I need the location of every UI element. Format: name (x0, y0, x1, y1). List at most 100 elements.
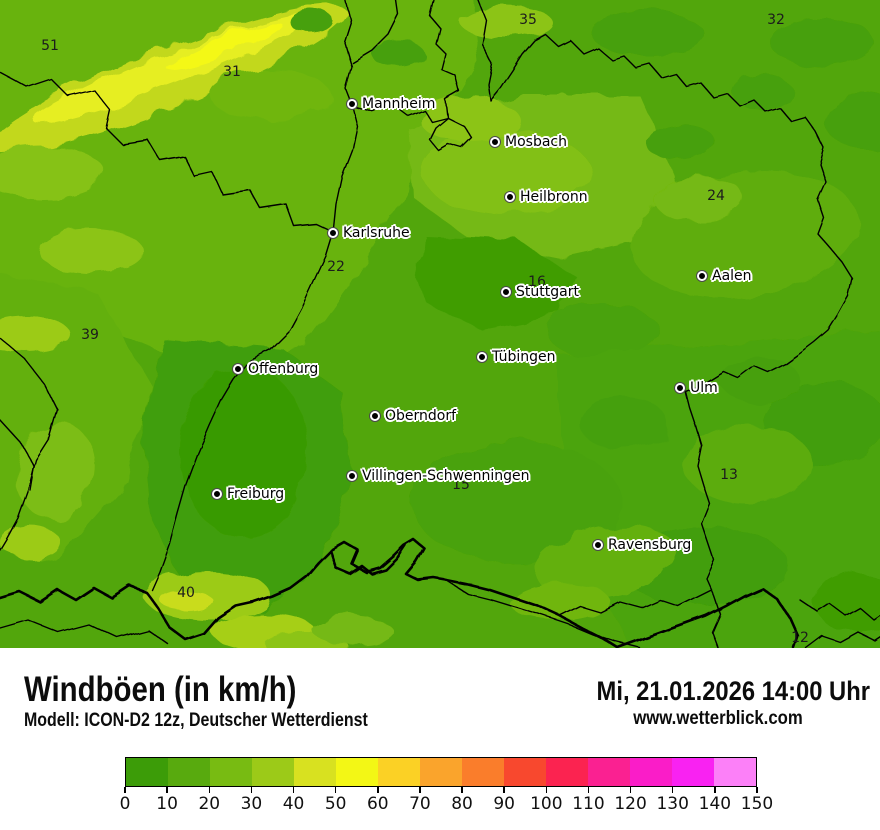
model-info: Modell: ICON-D2 12z, Deutscher Wetterdie… (24, 710, 368, 731)
legend-tick (377, 787, 379, 793)
legend-tick (587, 787, 590, 793)
legend-tick (292, 787, 295, 793)
legend-tick-label: 60 (366, 794, 389, 814)
legend-segment (714, 758, 756, 786)
city-label: Villingen-Schwenningen (362, 468, 530, 484)
city-dot (347, 471, 357, 481)
legend-segment (546, 758, 588, 786)
legend-tick (419, 787, 421, 793)
legend-tick (250, 787, 253, 793)
legend-tick (461, 787, 463, 793)
city-label: Stuttgart (516, 284, 579, 300)
legend-segment (168, 758, 210, 786)
map-overlay: 51 31 35 32 24 22 16 39 15 13 40 12 Mannheim Mosbach H… (41, 12, 809, 646)
city-dot (490, 137, 500, 147)
map-value-label: 16 (528, 274, 546, 290)
city-marker-freiburg: Freiburg (212, 486, 284, 502)
map-value-label: 22 (327, 259, 345, 275)
legend-tick-label: 40 (282, 794, 305, 814)
city-marker-mosbach: Mosbach (490, 134, 567, 150)
city-marker-t-bingen: Tübingen (477, 349, 556, 365)
legend-tick-label: 140 (698, 794, 732, 814)
map-value-label: 40 (177, 585, 195, 601)
legend-segment (294, 758, 336, 786)
legend-tick (334, 787, 337, 793)
legend-tick (756, 787, 758, 793)
city-marker-villingen-schwenningen: Villingen-Schwenningen (347, 468, 530, 484)
city-dot (328, 228, 338, 238)
legend-bar (125, 757, 757, 787)
city-dot (505, 192, 515, 202)
border-lines (0, 0, 880, 648)
legend-segment (672, 758, 714, 786)
legend-segment (462, 758, 504, 786)
city-dot (477, 352, 487, 362)
map-value-label: 32 (767, 12, 785, 28)
legend-tick-label: 150 (740, 794, 774, 814)
city-label: Karlsruhe (343, 225, 410, 241)
city-marker-aalen: Aalen (697, 268, 752, 284)
legend-tick (124, 787, 126, 793)
legend-tick-label: 110 (572, 794, 605, 814)
city-label: Ravensburg (608, 537, 692, 553)
map-value-label: 15 (452, 477, 470, 493)
map-value-label: 31 (223, 64, 241, 80)
map-value-label: 51 (41, 38, 59, 54)
map-value-label: 39 (81, 327, 99, 343)
legend-segment (336, 758, 378, 786)
city-marker-heilbronn: Heilbronn (505, 189, 588, 205)
city-label: Ulm (690, 380, 718, 396)
city-dot (212, 489, 222, 499)
legend-tick-label: 30 (240, 794, 263, 814)
legend-tick (629, 787, 632, 793)
legend-tick (503, 787, 505, 793)
city-marker-karlsruhe: Karlsruhe (328, 225, 410, 241)
legend-tick-label: 120 (614, 794, 647, 814)
city-label: Oberndorf (385, 408, 457, 424)
city-label: Mannheim (362, 96, 436, 112)
legend-segment (504, 758, 546, 786)
city-marker-ravensburg: Ravensburg (593, 537, 691, 553)
legend: 0 10 20 30 40 50 60 70 80 90 100 110 120 130 140 150 (120, 757, 773, 821)
city-label: Offenburg (248, 361, 319, 377)
city-label: Mosbach (505, 134, 567, 150)
map-value-label: 13 (720, 467, 738, 483)
legend-tick-label: 130 (656, 794, 689, 814)
legend-segment (378, 758, 420, 786)
city-marker-mannheim: Mannheim (347, 96, 435, 112)
page-title: Windböen (in km/h) (24, 670, 297, 709)
legend-tick-label: 70 (409, 794, 431, 814)
city-dot (233, 364, 243, 374)
city-dot (697, 271, 707, 281)
map-value-label: 12 (791, 630, 809, 646)
legend-tick-label: 50 (324, 794, 347, 814)
legend-tick (671, 787, 674, 793)
city-marker-stuttgart: Stuttgart (501, 284, 579, 300)
legend-segment (210, 758, 252, 786)
legend-tick-label: 80 (451, 794, 473, 814)
city-label: Tübingen (492, 349, 556, 365)
city-label: Heilbronn (520, 189, 588, 205)
legend-tick-label: 90 (493, 794, 515, 814)
city-label: Aalen (712, 268, 752, 284)
legend-tick-label: 100 (530, 794, 563, 814)
city-dot (593, 540, 603, 550)
legend-tick (545, 787, 548, 793)
legend-segment (126, 758, 168, 786)
legend-tick (208, 787, 211, 793)
legend-tick-label: 20 (198, 794, 221, 814)
legend-tick-label: 10 (156, 794, 178, 814)
legend-tick-label: 0 (119, 794, 131, 814)
forecast-datetime: Mi, 21.01.2026 14:00 Uhr (596, 676, 870, 706)
city-marker-oberndorf: Oberndorf (370, 408, 456, 424)
legend-segment (630, 758, 672, 786)
legend-segment (588, 758, 630, 786)
legend-tick (166, 787, 168, 793)
city-dot (501, 287, 511, 297)
wind-map: 51 31 35 32 24 22 16 39 15 13 40 12 Mannheim Mosbach H… (0, 0, 880, 648)
map-value-label: 24 (707, 188, 725, 204)
city-dot (347, 99, 357, 109)
city-label: Freiburg (227, 486, 285, 502)
legend-segment (420, 758, 462, 786)
